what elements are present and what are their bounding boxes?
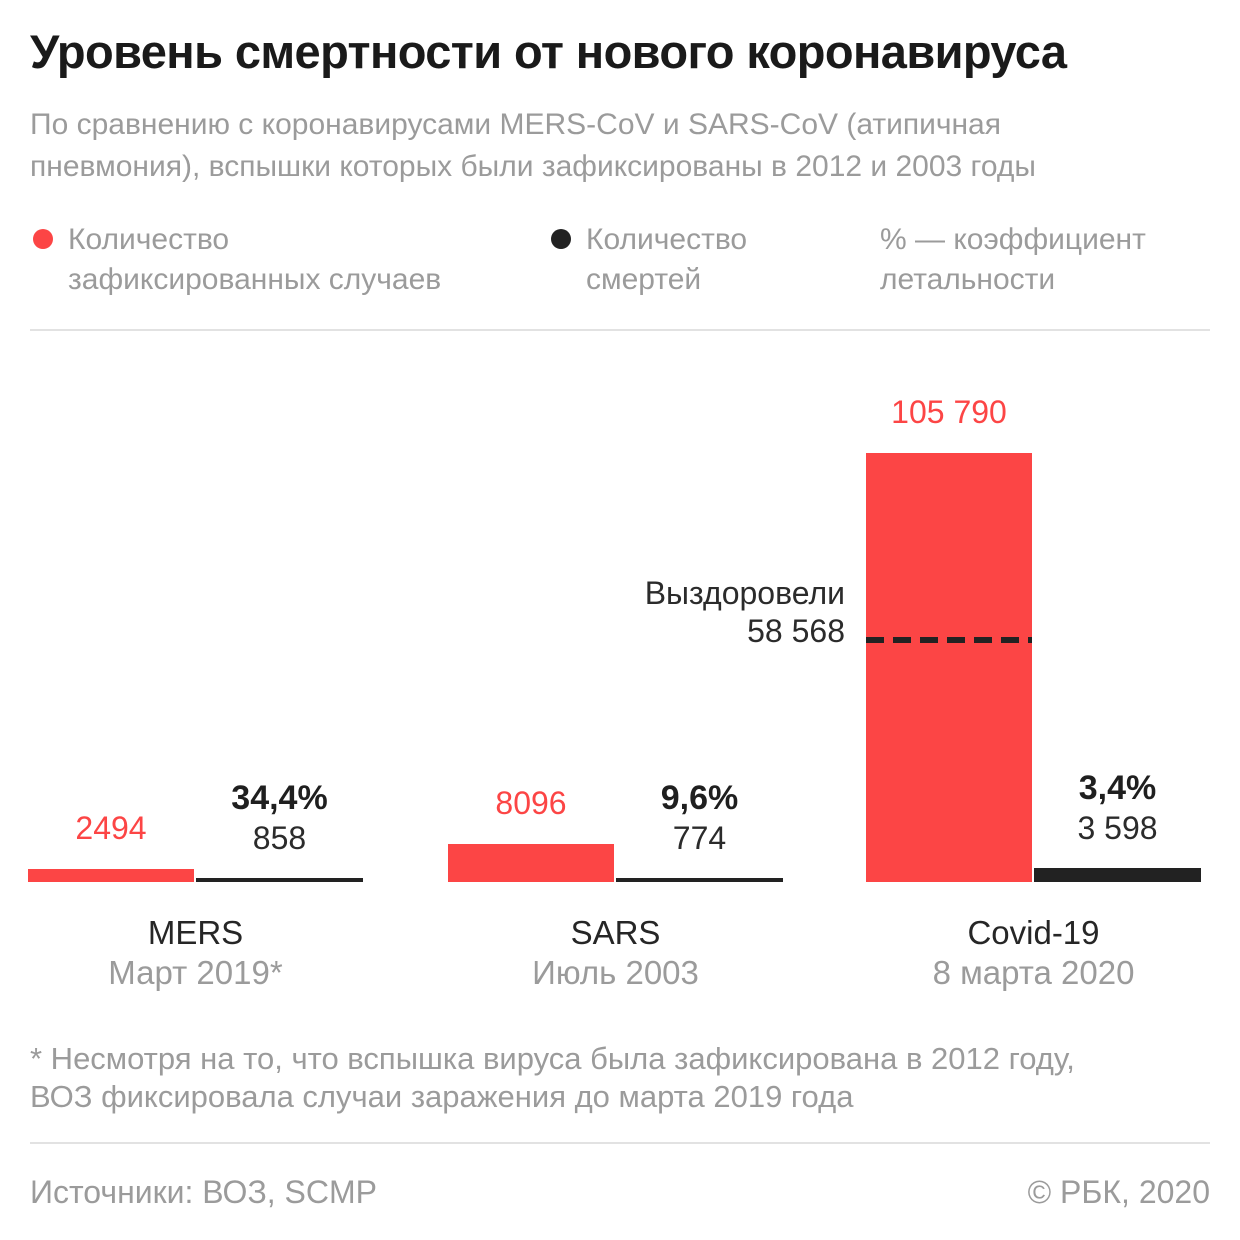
lethality-percent-label: 9,6% [660, 779, 739, 817]
footer-copyright: © РБК, 2020 [1027, 1174, 1210, 1210]
legend-item-deaths: Количество смертей [551, 220, 816, 300]
top-divider [30, 329, 1210, 331]
deaths-bar [616, 878, 783, 882]
lethality-percent-label: 34,4% [231, 779, 328, 817]
legend-item-cases: Количество зафиксированных случаев [33, 220, 478, 300]
category-date: Март 2019* [108, 954, 283, 991]
cases-bar [448, 844, 614, 882]
deaths-dot-icon [551, 229, 571, 249]
cases-bar [866, 453, 1032, 882]
subtitle-line: пневмония), вспышки которых были зафикси… [30, 150, 1036, 183]
cases-value-label: 8096 [495, 785, 567, 821]
bottom-divider [30, 1142, 1210, 1144]
footer-sources: Источники: ВОЗ, SCMP [30, 1174, 377, 1210]
recovered-annotation: Выздоровели 58 568 [645, 574, 845, 650]
deaths-value-label: 774 [672, 820, 727, 856]
lethality-percent-label: 3,4% [1078, 769, 1157, 807]
deaths-bar [196, 878, 363, 882]
recovered-annotation-label: Выздоровели [644, 575, 845, 611]
recovered-dashed-line [866, 637, 1032, 643]
legend-cases-label: Количество зафиксированных случаев [68, 223, 442, 296]
lethality-stats-block: 34,4% 858 [196, 778, 363, 858]
category-name: Covid-19 [967, 914, 1100, 951]
legend-lethality-note: % — коэффициент летальности [880, 223, 1146, 296]
cases-bar [28, 869, 194, 882]
cases-value-label: 105 790 [891, 394, 1007, 430]
legend-item-lethality: % — коэффициент летальности [880, 220, 1190, 300]
category-date: Июль 2003 [532, 954, 699, 991]
lethality-stats-block: 9,6% 774 [616, 778, 783, 858]
footnote-line: ВОЗ фиксировала случаи заражения до март… [30, 1079, 854, 1114]
cases-value-label: 2494 [75, 810, 147, 846]
footnote-line: * Несмотря на то, что вспышка вируса был… [30, 1041, 1075, 1076]
deaths-bar [1034, 868, 1201, 882]
cases-dot-icon [33, 229, 53, 249]
page-title: Уровень смертности от нового коронавирус… [30, 25, 1067, 78]
category-name: SARS [570, 914, 661, 951]
lethality-stats-block: 3,4% 3 598 [1034, 768, 1201, 848]
deaths-value-label: 858 [252, 820, 307, 856]
recovered-annotation-value: 58 568 [747, 613, 845, 649]
category-date: 8 марта 2020 [932, 954, 1135, 991]
category-name: MERS [147, 914, 244, 951]
legend-deaths-label: Количество смертей [586, 223, 748, 296]
subtitle-line: По сравнению с коронавирусами MERS-CoV и… [30, 108, 1001, 141]
deaths-value-label: 3 598 [1077, 810, 1158, 846]
